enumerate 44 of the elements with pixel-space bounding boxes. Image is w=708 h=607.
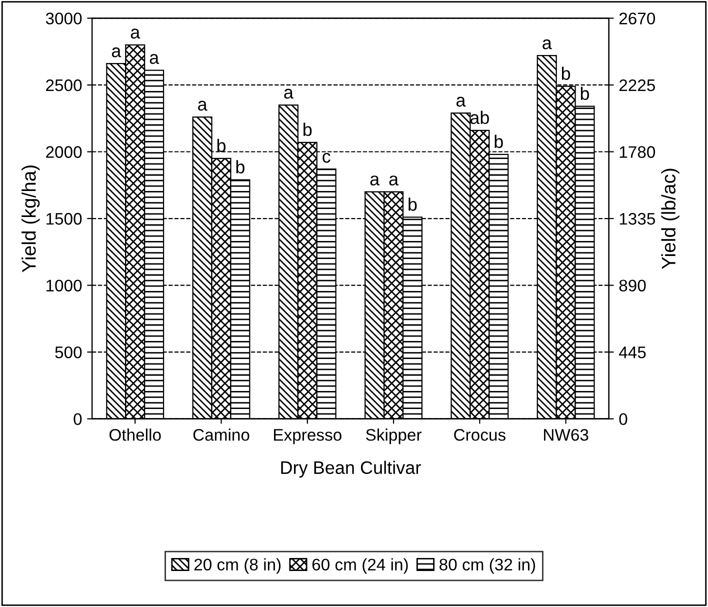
data-label: b: [408, 198, 417, 211]
y2-tick-label: 890: [619, 280, 646, 292]
x-tick-label: Crocus: [454, 428, 506, 441]
data-label: c: [322, 152, 330, 163]
data-label: a: [150, 54, 160, 64]
x-tick-label: Camino: [193, 428, 250, 441]
y-tick-label: 3000: [46, 12, 82, 24]
y-tick-label: 500: [55, 346, 82, 358]
y2-axis-title: Yield (lb/ac): [661, 168, 680, 270]
y2-tick-label: 2225: [619, 79, 655, 92]
data-label: a: [130, 28, 140, 39]
y-axis-title: Yield (kg/ha): [22, 166, 40, 272]
data-label: a: [198, 100, 208, 111]
y-tick-label: 2000: [46, 146, 82, 158]
data-label: a: [370, 176, 380, 186]
x-tick-label: Skipper: [366, 428, 422, 444]
data-label: a: [284, 88, 294, 99]
data-label: b: [236, 160, 244, 174]
y-tick-label: 1500: [46, 212, 82, 225]
data-label: a: [112, 47, 122, 58]
y2-tick-label: 0: [619, 413, 628, 426]
data-label: a: [456, 96, 466, 107]
y2-tick-label: 1335: [620, 212, 655, 225]
y2-tick-label: 1780: [620, 146, 656, 158]
data-label: ab: [470, 110, 489, 124]
y2-tick-label: 2670: [619, 12, 656, 24]
y-tick-label: 2500: [46, 79, 82, 92]
y-tick-label: 1000: [46, 280, 82, 292]
data-label: b: [304, 122, 312, 136]
x-tick-label: NW63: [544, 428, 588, 441]
legend-label: 20 cm (8 in): [194, 558, 281, 574]
data-label: a: [542, 39, 552, 50]
data-label: b: [494, 134, 503, 148]
x-axis-title: Dry Bean Cultivar: [281, 460, 421, 478]
x-tick-label: Expresso: [274, 429, 342, 444]
x-tick-label: Othello: [109, 428, 161, 441]
data-label: b: [580, 86, 590, 100]
legend-label: 80 cm (32 in): [440, 558, 536, 574]
y-tick-label: 0: [74, 413, 82, 426]
y2-tick-label: 445: [618, 346, 646, 358]
data-label: a: [389, 176, 399, 186]
data-label: b: [562, 66, 570, 80]
legend-label: 60 cm (24 in): [312, 558, 408, 574]
data-label: b: [217, 138, 226, 152]
